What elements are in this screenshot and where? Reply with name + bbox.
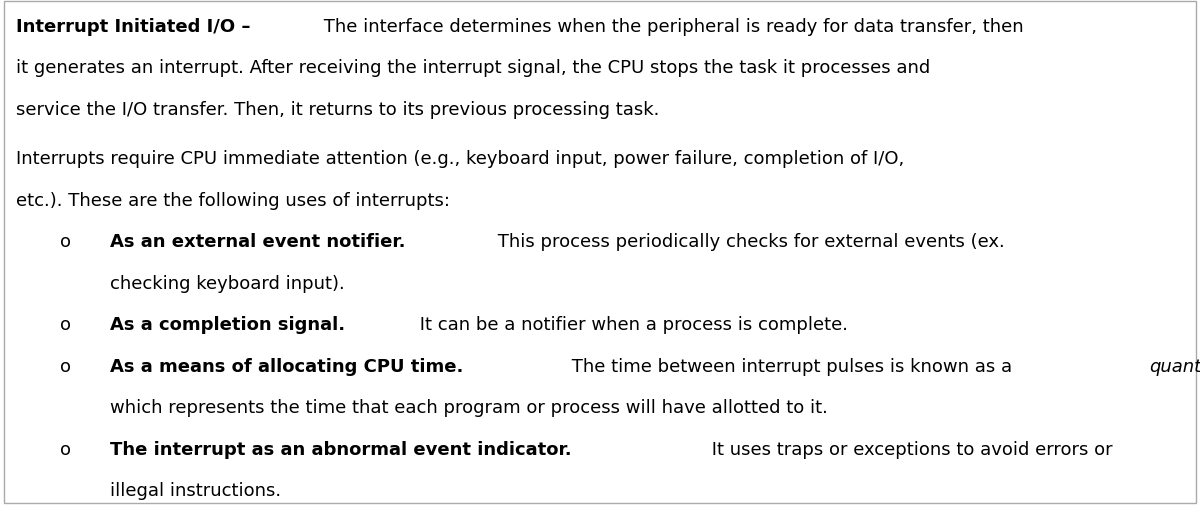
Text: o: o [60,440,71,458]
Text: which represents the time that each program or process will have allotted to it.: which represents the time that each prog… [110,398,828,417]
Text: The time between interrupt pulses is known as a: The time between interrupt pulses is kno… [566,357,1019,375]
Text: quantum: quantum [1150,357,1200,375]
Text: o: o [60,316,71,334]
Text: The interface determines when the peripheral is ready for data transfer, then: The interface determines when the periph… [318,18,1024,36]
Text: This process periodically checks for external events (ex.: This process periodically checks for ext… [492,233,1004,251]
FancyBboxPatch shape [4,2,1196,503]
Text: It uses traps or exceptions to avoid errors or: It uses traps or exceptions to avoid err… [706,440,1112,458]
Text: etc.). These are the following uses of interrupts:: etc.). These are the following uses of i… [16,191,450,210]
Text: As a means of allocating CPU time.: As a means of allocating CPU time. [110,357,463,375]
Text: Interrupts require CPU immediate attention (e.g., keyboard input, power failure,: Interrupts require CPU immediate attenti… [16,150,904,168]
Text: It can be a notifier when a process is complete.: It can be a notifier when a process is c… [414,316,847,334]
Text: Interrupt Initiated I/O –: Interrupt Initiated I/O – [16,18,250,36]
Text: o: o [60,233,71,251]
Text: As an external event notifier.: As an external event notifier. [110,233,406,251]
Text: illegal instructions.: illegal instructions. [110,481,282,499]
Text: it generates an interrupt. After receiving the interrupt signal, the CPU stops t: it generates an interrupt. After receivi… [16,59,930,77]
Text: The interrupt as an abnormal event indicator.: The interrupt as an abnormal event indic… [110,440,572,458]
Text: checking keyboard input).: checking keyboard input). [110,274,346,292]
Text: As a completion signal.: As a completion signal. [110,316,346,334]
Text: service the I/O transfer. Then, it returns to its previous processing task.: service the I/O transfer. Then, it retur… [16,100,659,119]
Text: o: o [60,357,71,375]
